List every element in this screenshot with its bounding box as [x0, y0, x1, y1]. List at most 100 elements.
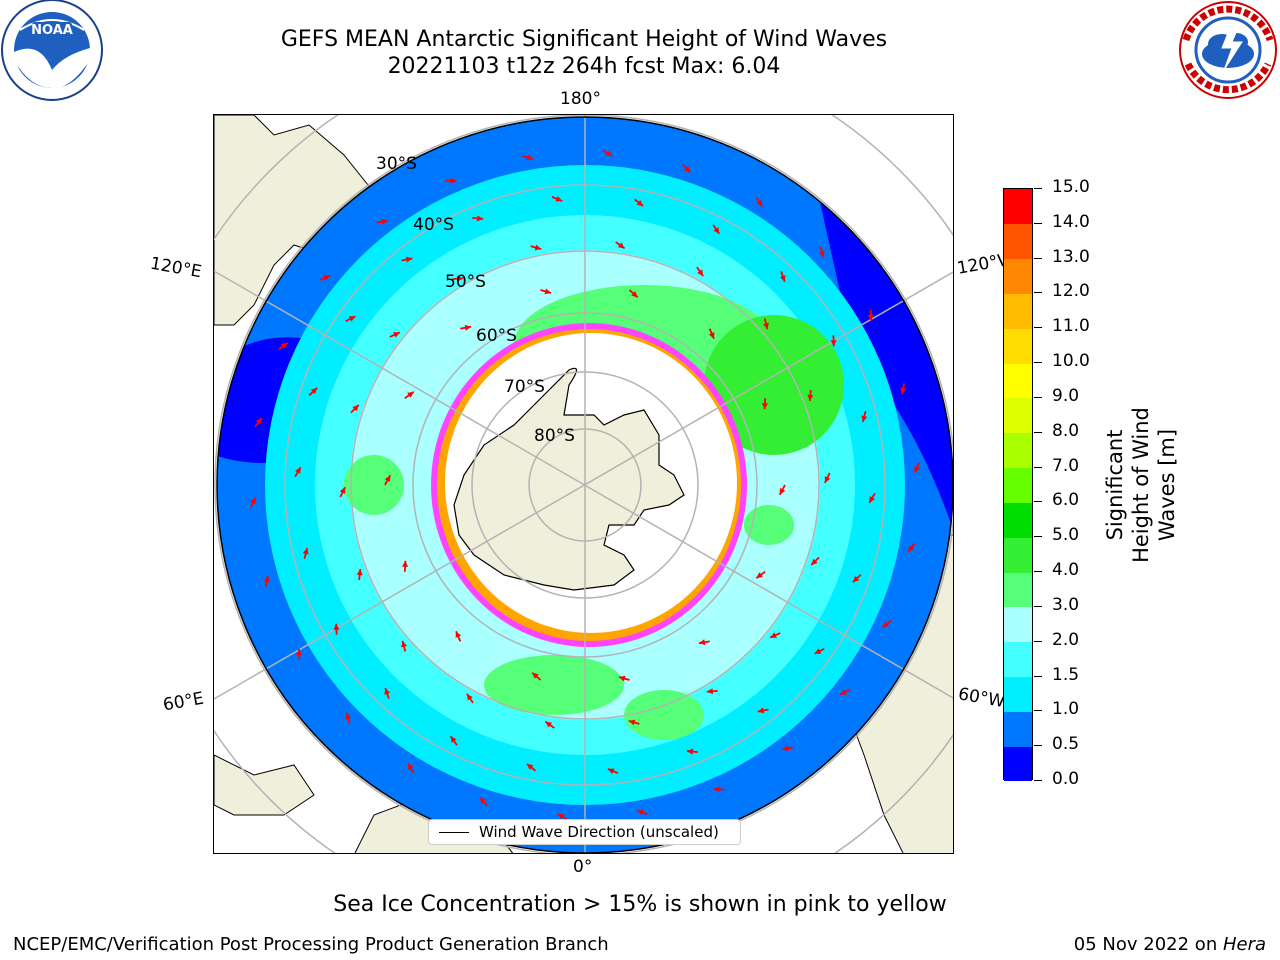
arrow-head-icon [713, 786, 720, 793]
arrow-head-icon [761, 403, 768, 410]
footer-date: 05 Nov 2022 on Hera [1074, 934, 1266, 955]
colorbar-segment [1004, 328, 1032, 364]
colorbar [1003, 188, 1033, 782]
wind-wave-vectors [249, 149, 921, 821]
arrow-head-icon [476, 215, 484, 222]
nws-logo [1179, 1, 1277, 99]
colorbar-tick-label: 3.0 [1052, 594, 1080, 615]
arrow-head-icon [555, 195, 563, 202]
arrow-head-icon [295, 467, 301, 474]
arrow-head-icon [352, 404, 359, 412]
colorbar-tick-label: 0.0 [1052, 769, 1080, 789]
arrow-head-icon [830, 340, 837, 347]
colorbar-segment [1004, 641, 1032, 678]
colorbar-tick-label: 4.0 [1052, 560, 1080, 581]
colorbar-tick-label: 13.0 [1052, 246, 1090, 267]
arrow-head-icon [323, 275, 331, 281]
arrow-head-icon [532, 672, 539, 679]
colorbar-tick [1034, 431, 1042, 433]
map-subtitle: 20221103 t12z 264h fcst Max: 6.04 [387, 54, 781, 79]
colorbar-tick-label: 11.0 [1052, 316, 1090, 337]
arrow-head-icon [250, 497, 256, 505]
colorbar-segment [1004, 572, 1032, 608]
arrow-head-icon [402, 560, 409, 567]
arrow-head-icon [526, 154, 534, 161]
colorbar-tick-label: 8.0 [1052, 420, 1080, 441]
colorbar-tick-label: 2.0 [1052, 629, 1080, 650]
colorbar-segment [1004, 502, 1032, 538]
arrow-head-icon [756, 200, 763, 207]
lat-label-30s: 30°S [376, 154, 417, 174]
lon-label-60e: 60°E [161, 688, 206, 716]
legend-text: Wind Wave Direction (unscaled) [479, 823, 719, 841]
arrow-head-icon [684, 166, 691, 173]
colorbar-tick-label: 7.0 [1052, 455, 1080, 476]
arrow-head-icon [814, 648, 822, 654]
colorbar-segment [1004, 223, 1032, 260]
lat-label-80s: 80°S [534, 426, 575, 446]
colorbar-segment [1004, 676, 1032, 712]
colorbar-tick [1034, 675, 1042, 677]
colorbar-tick [1034, 571, 1042, 573]
arrow-head-icon [479, 797, 486, 804]
lon-label-0: 0° [573, 857, 593, 877]
arrow-head-icon [882, 621, 890, 628]
lon-label-120e: 120°E [148, 253, 204, 283]
legend-line-icon [439, 832, 469, 833]
colorbar-segment [1004, 189, 1032, 225]
arrow-head-icon [333, 623, 340, 630]
colorbar-tick-label: 1.0 [1052, 699, 1080, 720]
arrow-head-icon [466, 693, 473, 701]
lon-label-180: 180° [560, 89, 601, 109]
arrow-head-icon [280, 342, 288, 349]
colorbar-tick [1034, 327, 1042, 329]
map-title: GEFS MEAN Antarctic Significant Height o… [280, 27, 888, 52]
arrow-head-icon [339, 487, 346, 494]
colorbar-tick-label: 0.5 [1052, 734, 1080, 755]
arrow-head-icon [686, 748, 694, 755]
arrow-head-icon [770, 632, 777, 638]
colorbar-segment [1004, 711, 1032, 747]
arrow-head-icon [356, 569, 363, 576]
colorbar-tick [1034, 257, 1042, 259]
colorbar-tick [1034, 745, 1042, 747]
colorbar-segment [1004, 293, 1032, 329]
arrow-head-icon [628, 719, 636, 726]
colorbar-tick-label: 10.0 [1052, 351, 1090, 372]
arrow-head-icon [914, 465, 920, 473]
arrow-head-icon [824, 476, 831, 483]
arrow-head-icon [631, 291, 638, 298]
lat-label-70s: 70°S [504, 377, 545, 397]
sea-ice-note: Sea Ice Concentration > 15% is shown in … [333, 892, 947, 917]
arrow-head-icon [255, 418, 262, 425]
arrow-head-icon [302, 547, 309, 555]
lat-label-40s: 40°S [413, 215, 454, 235]
arrow-head-icon [900, 387, 907, 395]
arrow-head-icon [384, 688, 391, 695]
colorbar-segment [1004, 606, 1032, 643]
arrow-head-icon [407, 391, 414, 398]
arrow-head-icon [405, 256, 413, 263]
arrow-head-icon [756, 572, 763, 579]
arrow-head-icon [381, 218, 388, 225]
colorbar-tick [1034, 466, 1042, 468]
colorbar-segment [1004, 467, 1032, 503]
colorbar-segment [1004, 363, 1032, 399]
arrow-head-icon [607, 768, 615, 775]
arrow-head-icon [811, 558, 818, 566]
arrow-head-icon [544, 288, 552, 295]
arrow-head-icon [345, 712, 352, 720]
arrow-head-icon [450, 736, 457, 743]
arrow-head-icon [457, 275, 464, 282]
colorbar-tick-label: 9.0 [1052, 385, 1080, 406]
arrow-head-icon [534, 244, 542, 251]
arrow-head-icon [401, 640, 407, 648]
arrow-head-icon [296, 649, 303, 656]
colorbar-title: Significant Height of Wind Waves [m] [1103, 407, 1179, 563]
arrow-head-icon [779, 487, 786, 495]
colorbar-tick [1034, 188, 1042, 189]
colorbar-tick [1034, 536, 1042, 538]
map-canvas: 30°S 40°S 50°S 60°S 70°S 80°S [214, 115, 953, 853]
lon-label-60w: 60°W [956, 684, 1005, 712]
arrow-head-icon [464, 324, 472, 331]
